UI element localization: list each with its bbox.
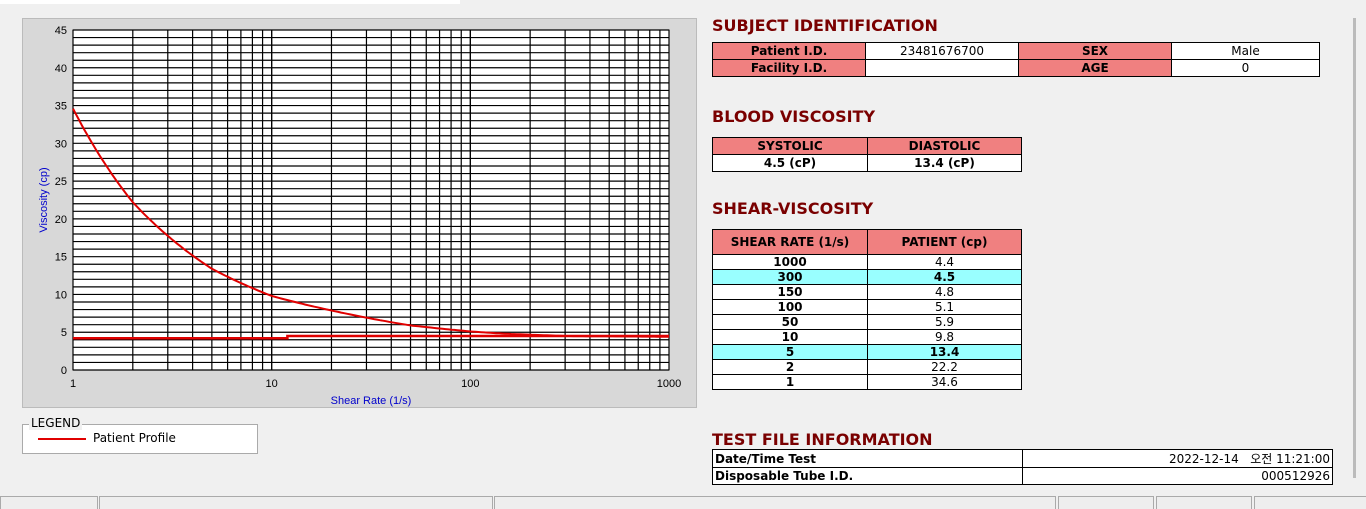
blood-table: SYSTOLIC DIASTOLIC 4.5 (cP) 13.4 (cP)	[712, 137, 1022, 172]
patient-value: 22.2	[867, 359, 1022, 375]
legend-line-swatch	[38, 438, 86, 440]
date-label: Date/Time Test	[712, 449, 1023, 468]
y-tick-label: 30	[55, 138, 67, 150]
y-tick-label: 20	[55, 214, 67, 226]
status-pane-2	[99, 496, 493, 509]
systolic-value: 4.5 (cP)	[712, 154, 868, 172]
shear-rate: 2	[712, 359, 868, 375]
legend-title: LEGEND	[29, 416, 83, 430]
patient-value: 34.6	[867, 374, 1022, 390]
blood-title: BLOOD VISCOSITY	[712, 107, 876, 126]
y-tick-label: 45	[55, 25, 67, 37]
shear-rate: 10	[712, 329, 868, 345]
tube-value: 000512926	[1022, 467, 1333, 485]
table-row: 1 34.6	[712, 374, 1022, 390]
shear-title: SHEAR-VISCOSITY	[712, 199, 874, 218]
x-tick-label: 1000	[657, 378, 681, 390]
tube-label: Disposable Tube I.D.	[712, 467, 1023, 485]
shear-table: SHEAR RATE (1/s) PATIENT (cp) 1000 4.4 300 4…	[712, 229, 1022, 390]
patient-value: 9.8	[867, 329, 1022, 345]
facility-label: Facility I.D.	[712, 59, 866, 77]
patient-value: 5.1	[867, 299, 1022, 315]
age-label: AGE	[1018, 59, 1172, 77]
date-value: 2022-12-14 오전 11:21:00	[1022, 449, 1333, 468]
age: 0	[1171, 59, 1320, 77]
table-row: 10 9.8	[712, 329, 1022, 345]
sex: Male	[1171, 42, 1320, 60]
status-pane-1	[0, 496, 98, 509]
patient-value: 4.4	[867, 254, 1022, 270]
x-axis-label: Shear Rate (1/s)	[331, 395, 412, 407]
y-tick-label: 35	[55, 101, 67, 113]
patient-value: 13.4	[867, 344, 1022, 360]
status-pane-5	[1156, 496, 1252, 509]
subject-title: SUBJECT IDENTIFICATION	[712, 16, 938, 35]
diastolic-value: 13.4 (cP)	[867, 154, 1022, 172]
col-shear-rate: SHEAR RATE (1/s)	[712, 229, 868, 255]
y-tick-label: 0	[61, 365, 67, 377]
shear-rate: 1000	[712, 254, 868, 270]
table-row: 300 4.5	[712, 269, 1022, 285]
chart-svg: 0 5 10 15 20 25 30 35 40 45 1 10 100 1000 Shear Rate (…	[38, 25, 681, 407]
scrollbar[interactable]	[1353, 18, 1356, 478]
series-reference-line	[73, 334, 669, 340]
shear-rate: 300	[712, 269, 868, 285]
shear-rate: 50	[712, 314, 868, 330]
x-tick-label: 100	[461, 378, 479, 390]
systolic-label: SYSTOLIC	[712, 137, 868, 155]
x-tick-label: 10	[266, 378, 278, 390]
status-pane-4	[1058, 496, 1154, 509]
table-row: 1000 4.4	[712, 254, 1022, 270]
shear-rate: 150	[712, 284, 868, 300]
patient-value: 4.5	[867, 269, 1022, 285]
subject-table: Patient I.D. 23481676700 SEX Male Facility …	[712, 42, 1320, 77]
patient-id: 23481676700	[865, 42, 1019, 60]
viscosity-chart: 0 5 10 15 20 25 30 35 40 45 1 10 100 1000 Shear Rate (…	[22, 18, 697, 408]
x-tick-label: 1	[70, 378, 76, 390]
facility-id	[865, 59, 1019, 77]
y-tick-label: 40	[55, 63, 67, 75]
shear-rate: 5	[712, 344, 868, 360]
status-pane-6	[1254, 496, 1366, 509]
sex-label: SEX	[1018, 42, 1172, 60]
col-patient: PATIENT (cp)	[867, 229, 1022, 255]
shear-rate: 100	[712, 299, 868, 315]
diastolic-label: DIASTOLIC	[867, 137, 1022, 155]
top-panel	[0, 0, 460, 4]
legend-entry: Patient Profile	[93, 431, 176, 445]
table-row: 150 4.8	[712, 284, 1022, 300]
testfile-table: Date/Time Test 2022-12-14 오전 11:21:00 Dis…	[712, 449, 1333, 485]
table-row: 50 5.9	[712, 314, 1022, 330]
shear-rate: 1	[712, 374, 868, 390]
y-tick-label: 15	[55, 252, 67, 264]
patient-id-label: Patient I.D.	[712, 42, 866, 60]
legend-box: LEGEND Patient Profile	[22, 416, 258, 454]
patient-value: 5.9	[867, 314, 1022, 330]
patient-value: 4.8	[867, 284, 1022, 300]
y-axis-label: Viscosity (cp)	[38, 167, 50, 232]
status-pane-3	[494, 496, 1056, 509]
plot-area	[72, 29, 670, 371]
table-row: 2 22.2	[712, 359, 1022, 375]
y-tick-label: 5	[61, 327, 67, 339]
table-row: 100 5.1	[712, 299, 1022, 315]
y-tick-label: 25	[55, 176, 67, 188]
y-tick-label: 10	[55, 289, 67, 301]
testfile-title: TEST FILE INFORMATION	[712, 430, 933, 449]
table-row: 5 13.4	[712, 344, 1022, 360]
